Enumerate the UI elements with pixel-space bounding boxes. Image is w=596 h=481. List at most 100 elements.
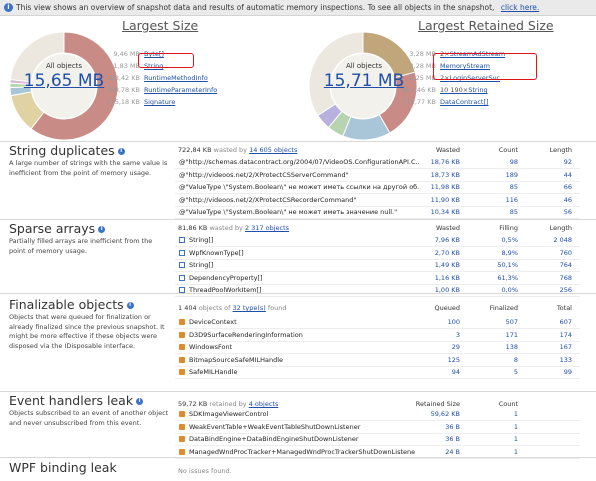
largest-retained-total[interactable]: 15,71 MB [323, 71, 405, 91]
legend-type-link[interactable]: RuntimeMethodInfo [144, 74, 208, 82]
legend-type-link[interactable]: RuntimeParameterInfo [144, 86, 217, 94]
row-count: 1 [513, 447, 518, 456]
table-row[interactable]: @"http://schemas.datacontract.org/2004/0… [175, 156, 580, 169]
row-total: 133 [559, 355, 572, 364]
summary-amount: 1 404 [178, 304, 197, 312]
table-row[interactable]: DataBindEngine+DataBindEngineShutDownLis… [175, 433, 580, 446]
row-name: SDKImageViewerControl [189, 410, 269, 418]
legend-size: 801,46 KB [402, 86, 436, 94]
table-row[interactable]: @"ValueType \"System.Boolean\" не может … [175, 206, 580, 219]
summary-amount: 722,84 KB [178, 146, 212, 154]
table-row[interactable]: D3D9SurfaceRenderingInformation 3 171 174 [175, 329, 580, 342]
legend-type-link[interactable]: 2×LoginServerSvc [440, 74, 500, 82]
donut-slice-byte-[interactable] [30, 31, 119, 141]
table-row[interactable]: DeviceContext 100 507 607 [175, 316, 580, 329]
no-issues-text: No issues found. [178, 467, 232, 475]
table-row[interactable]: @"ValueType \"System.Boolean\" не может … [175, 181, 580, 194]
legend-type-name[interactable]: DataContract[] [440, 98, 489, 106]
legend-type-name[interactable]: Byte[] [144, 50, 164, 58]
info-icon: i [4, 3, 13, 12]
legend-type-name[interactable]: RuntimeMethodInfo [144, 74, 208, 82]
largest-retained-center-label: All objects [345, 62, 383, 70]
table-row[interactable]: SafeMILHandle 94 5 99 [175, 366, 580, 379]
legend-type-link[interactable]: MemoryStream [440, 62, 490, 70]
largest-size-title[interactable]: Largest Size [122, 18, 199, 33]
type-brace-icon [179, 249, 185, 256]
largest-retained-pane: Largest Retained Size All objects 15,71 … [298, 16, 596, 144]
table-row[interactable]: DependencyProperty[] 1,16 KB 61,3% 768 [175, 272, 580, 285]
legend-type-name[interactable]: LoginServerSvc [449, 74, 500, 82]
table-row[interactable]: @"http://videoos.net/2/XProtectCSServerC… [175, 169, 580, 182]
row-name: @"ValueType \"System.Boolean\" не может … [179, 208, 398, 216]
row-name: WeakEventTable+WeakEventTableShutDownLis… [189, 422, 361, 431]
table-row[interactable]: WindowsFont 29 138 167 [175, 341, 580, 354]
largest-retained-title[interactable]: Largest Retained Size [418, 18, 554, 33]
row-length: 760 [559, 248, 572, 257]
summary-objects-link[interactable]: 4 objects [248, 400, 279, 408]
table-row[interactable]: ThreadPoolWorkItem[] 1,00 KB 0,0% 256 [175, 284, 580, 297]
largest-retained-donut-chart[interactable] [307, 30, 419, 142]
finalizable-description: Objects that were queued for finalizatio… [9, 313, 165, 350]
legend-type-name[interactable]: String [468, 86, 488, 94]
legend-type-name[interactable]: Signature [144, 98, 176, 106]
legend-type-link[interactable]: Signature [144, 98, 175, 106]
row-length: 768 [559, 273, 572, 282]
info-text: This view shows an overview of snapshot … [16, 3, 539, 12]
table-row[interactable]: String[] 1,49 KB 50,1% 764 [175, 259, 580, 272]
legend-type-name[interactable]: String [144, 62, 164, 70]
donut-slice-other[interactable] [9, 31, 65, 83]
donut-slice-other[interactable] [308, 31, 364, 117]
table-row[interactable]: ManagedWndProcTracker+ManagedWndProcTrac… [175, 446, 580, 459]
table-row[interactable]: BitmapSourceSafeMILHandle 125 8 133 [175, 354, 580, 367]
row-length: 256 [559, 286, 572, 294]
header-filling: Filling [499, 224, 518, 232]
row-name: SafeMILHandle [189, 368, 238, 376]
legend-type-link[interactable]: Byte[] [144, 50, 164, 58]
legend-type-name[interactable]: MemoryStream [440, 62, 490, 70]
legend-size: 1,83 MB [113, 62, 140, 70]
class-gear-icon [179, 356, 185, 363]
row-count: 1 [513, 435, 518, 443]
table-row[interactable]: SDKImageViewerControl 59,62 KB 1 [175, 408, 580, 421]
table-row[interactable]: String[] 7,96 KB 0,5% 2 048 [175, 234, 580, 247]
legend-type-link[interactable]: 10 190×String [440, 86, 488, 94]
table-row[interactable]: WeakEventTable+WeakEventTableShutDownLis… [175, 421, 580, 434]
summary-objects-link[interactable]: 2 317 objects [244, 224, 290, 232]
table-row[interactable]: @"http://videoos.net/2/XProtectCSRecorde… [175, 194, 580, 207]
finalizable-summary: 1 404 objects of 32 type(s) found [178, 304, 287, 312]
row-name: String[] [189, 236, 214, 244]
row-total: 174 [559, 330, 572, 339]
legend-type-name[interactable]: StreamAdStream [449, 50, 506, 58]
largest-size-donut-chart[interactable] [8, 30, 120, 142]
row-filling: 61,3% [497, 273, 518, 282]
summary-objects-link[interactable]: 14 605 objects [249, 146, 298, 154]
info-icon[interactable]: i [126, 302, 134, 309]
type-brace-icon [179, 237, 185, 243]
row-wasted: 11,98 KB [430, 183, 460, 191]
row-length: 2 048 [553, 236, 572, 244]
info-icon[interactable]: i [117, 148, 125, 155]
largest-size-total[interactable]: 15,65 MB [23, 71, 105, 91]
summary-mid: retained by [209, 400, 247, 408]
click-here-link[interactable]: click here. [500, 3, 540, 12]
row-wasted: 1,00 KB [434, 286, 460, 294]
header-total: Total [556, 304, 572, 312]
donut-hole [32, 54, 96, 118]
row-count: 1 [513, 422, 518, 431]
row-total: 99 [563, 368, 572, 376]
table-row[interactable]: WpfKnownType[] 2,70 KB 8,9% 760 [175, 247, 580, 260]
info-icon[interactable]: i [98, 226, 106, 233]
legend-type-name[interactable]: RuntimeParameterInfo [144, 86, 218, 94]
legend-type-link[interactable]: String [144, 62, 163, 70]
info-icon[interactable]: i [136, 398, 144, 405]
legend-type-link[interactable]: DataContract[] [440, 98, 489, 106]
legend-type-link[interactable]: 2×StreamAdStream [440, 50, 505, 58]
summary-types-link[interactable]: 32 type(s) [232, 304, 266, 312]
row-retained: 36 B [445, 422, 460, 431]
section-title-text: Finalizable objects [9, 297, 124, 312]
row-name: ManagedWndProcTracker+ManagedWndProcTrac… [189, 447, 416, 456]
row-queued: 94 [451, 368, 460, 376]
row-length: 764 [559, 261, 572, 269]
legend-count-prefix: 10 190× [440, 86, 469, 94]
legend-size: 3,28 MB [409, 62, 436, 70]
